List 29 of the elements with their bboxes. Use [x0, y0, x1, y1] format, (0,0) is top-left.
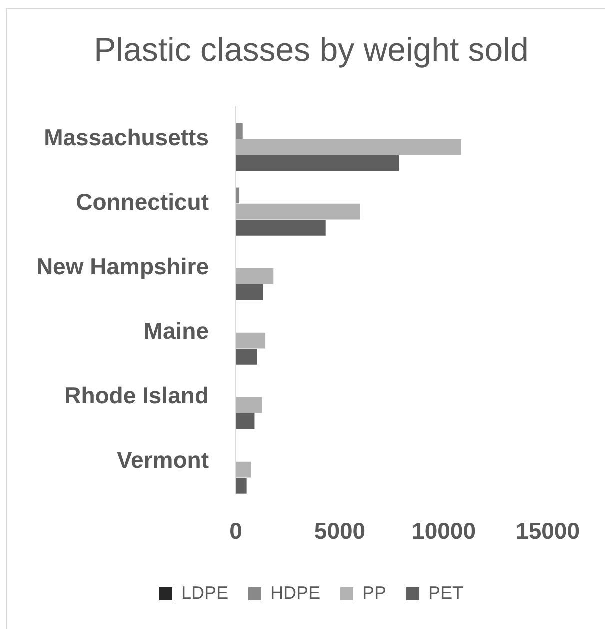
- x-tick-label: 5000: [314, 518, 366, 544]
- bar: [236, 414, 255, 430]
- bar: [236, 156, 400, 172]
- bar: [236, 204, 360, 220]
- bar: [236, 220, 326, 236]
- y-tick-label: Connecticut: [76, 189, 210, 216]
- legend-label: PP: [362, 582, 387, 603]
- bar: [236, 462, 251, 478]
- bar: [236, 284, 264, 300]
- bar: [236, 268, 274, 284]
- bar: [236, 478, 247, 494]
- bar: [236, 332, 266, 349]
- bar: [236, 123, 243, 140]
- bar: [236, 188, 240, 204]
- legend-label: HDPE: [270, 582, 321, 603]
- y-tick-label: Rhode Island: [64, 382, 209, 409]
- legend-label: LDPE: [181, 582, 229, 603]
- chart-title: Plastic classes by weight sold: [94, 30, 529, 68]
- x-tick-label: 10000: [412, 518, 476, 544]
- bar: [236, 349, 258, 365]
- y-tick-label: New Hampshire: [36, 254, 209, 280]
- x-tick-label: 0: [230, 518, 242, 544]
- legend-label: PET: [428, 582, 464, 603]
- y-tick-label: Maine: [144, 318, 209, 344]
- y-tick-label: Massachusetts: [44, 124, 209, 151]
- y-tick-label: Vermont: [116, 447, 210, 474]
- bar: [236, 139, 462, 156]
- bar: [236, 397, 262, 414]
- x-tick-label: 15000: [516, 518, 580, 544]
